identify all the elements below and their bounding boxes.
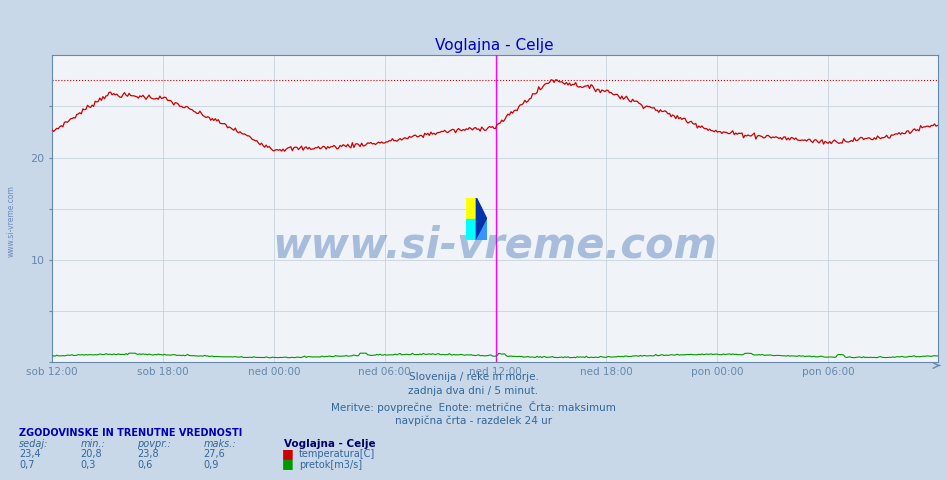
Text: ■: ■ <box>282 457 294 470</box>
Text: 0,9: 0,9 <box>204 459 219 469</box>
Text: ZGODOVINSKE IN TRENUTNE VREDNOSTI: ZGODOVINSKE IN TRENUTNE VREDNOSTI <box>19 428 242 438</box>
Polygon shape <box>476 198 487 240</box>
Text: zadnja dva dni / 5 minut.: zadnja dva dni / 5 minut. <box>408 386 539 396</box>
Bar <box>466 198 476 219</box>
Text: sedaj:: sedaj: <box>19 439 48 449</box>
Text: www.si-vreme.com: www.si-vreme.com <box>273 225 717 267</box>
Text: 20,8: 20,8 <box>80 449 102 459</box>
Bar <box>466 219 476 240</box>
Text: povpr.:: povpr.: <box>137 439 171 449</box>
Text: 0,3: 0,3 <box>80 459 96 469</box>
Text: pretok[m3/s]: pretok[m3/s] <box>299 459 363 469</box>
Text: min.:: min.: <box>80 439 105 449</box>
Text: temperatura[C]: temperatura[C] <box>299 449 376 459</box>
Text: www.si-vreme.com: www.si-vreme.com <box>7 185 16 257</box>
Text: 23,8: 23,8 <box>137 449 159 459</box>
Text: 0,6: 0,6 <box>137 459 152 469</box>
Text: Meritve: povprečne  Enote: metrične  Črta: maksimum: Meritve: povprečne Enote: metrične Črta:… <box>331 401 616 413</box>
Text: maks.:: maks.: <box>204 439 236 449</box>
Polygon shape <box>476 219 487 240</box>
Text: ■: ■ <box>282 447 294 460</box>
Text: 23,4: 23,4 <box>19 449 41 459</box>
Text: navpična črta - razdelek 24 ur: navpična črta - razdelek 24 ur <box>395 415 552 426</box>
Text: Voglajna - Celje: Voglajna - Celje <box>284 439 376 449</box>
Text: Slovenija / reke in morje.: Slovenija / reke in morje. <box>408 372 539 382</box>
Text: 0,7: 0,7 <box>19 459 34 469</box>
Title: Voglajna - Celje: Voglajna - Celje <box>436 37 554 53</box>
Text: 27,6: 27,6 <box>204 449 225 459</box>
